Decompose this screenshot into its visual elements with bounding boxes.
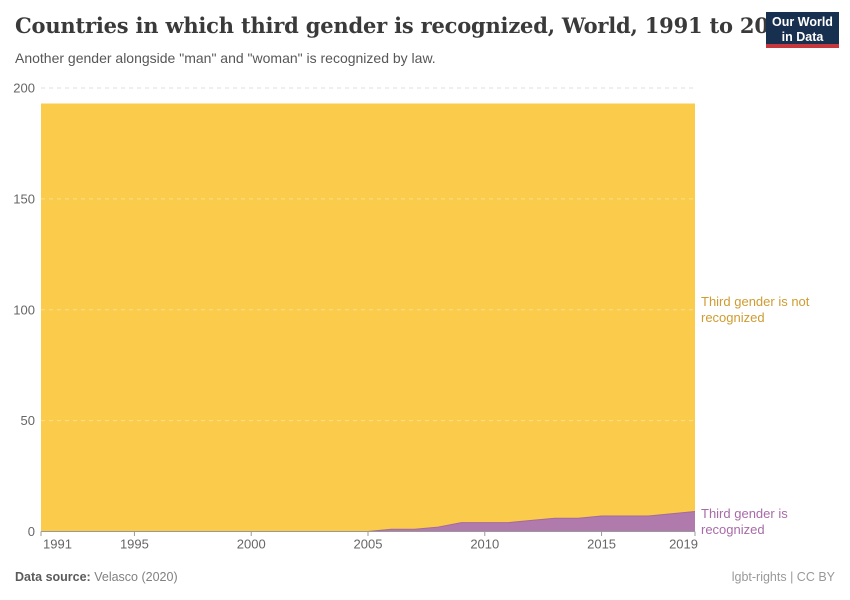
x-tick-label-2010: 2010 xyxy=(470,537,499,552)
license-credit: lgbt-rights | CC BY xyxy=(731,570,835,584)
y-tick-label-200: 200 xyxy=(13,81,35,96)
y-tick-label-150: 150 xyxy=(13,191,35,206)
owid-logo-line1: Our World xyxy=(772,15,833,29)
owid-logo-line2: in Data xyxy=(781,29,824,44)
x-tick-label-2019: 2019 xyxy=(669,537,698,552)
y-tick-label-50: 50 xyxy=(21,413,35,428)
x-tick-label-2000: 2000 xyxy=(237,537,266,552)
x-tick-label-2005: 2005 xyxy=(354,537,383,552)
y-tick-label-100: 100 xyxy=(13,302,35,317)
x-tick-label-1991: 1991 xyxy=(43,537,72,552)
chart-subtitle: Another gender alongside "man" and "woma… xyxy=(15,50,436,66)
data-source-value: Velasco (2020) xyxy=(94,570,178,584)
series-label-not-recognized: Third gender is not recognized xyxy=(701,294,810,325)
area-third-gender-not-recognized xyxy=(41,103,695,532)
chart-title: Countries in which third gender is recog… xyxy=(15,13,798,38)
data-source-label: Data source: xyxy=(15,570,91,584)
footer: Data source: Velasco (2020) lgbt-rights … xyxy=(15,570,835,584)
y-tick-label-0: 0 xyxy=(28,524,35,539)
series-label-recognized: Third gender is recognized xyxy=(701,506,788,537)
x-tick-label-2015: 2015 xyxy=(587,537,616,552)
data-source: Data source: Velasco (2020) xyxy=(15,570,178,584)
owid-logo: Our World in Data xyxy=(766,12,839,48)
x-tick-label-1995: 1995 xyxy=(120,537,149,552)
area-third-gender-recognized xyxy=(41,511,695,532)
